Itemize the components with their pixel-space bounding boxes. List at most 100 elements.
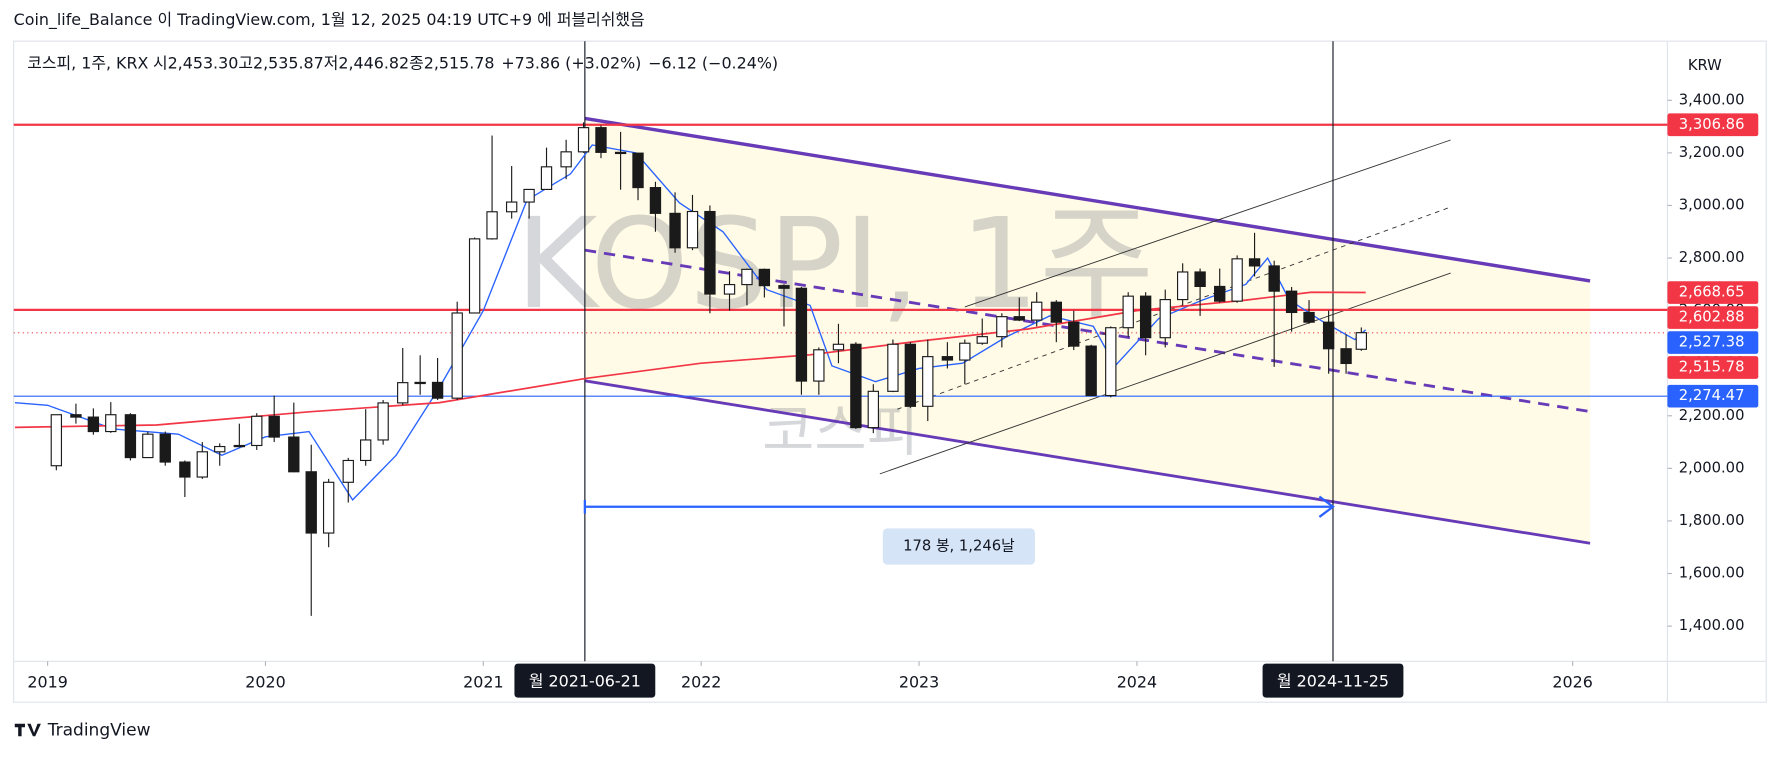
candle-body <box>1031 301 1043 321</box>
price-marker-label: 3,306.86 <box>1679 116 1745 133</box>
watermark: KOSPI, 1주 <box>515 192 1154 337</box>
range-label: 178 봉, 1,246날 <box>903 537 1015 554</box>
price-marker <box>1667 306 1759 329</box>
candle-body <box>887 343 899 392</box>
candle-body <box>704 210 716 295</box>
legend-value: 2,515.78 <box>424 53 495 72</box>
legend-value: 2,535.87 <box>253 53 324 72</box>
candle-body <box>1194 271 1206 288</box>
candle-body <box>305 471 317 534</box>
candle-body <box>577 127 590 153</box>
legend-key: 저 <box>324 53 339 72</box>
candle-body <box>1122 295 1134 329</box>
candle-body <box>268 415 280 438</box>
candle-body <box>813 349 825 382</box>
candle-body <box>377 402 389 441</box>
candle-body <box>1322 321 1335 350</box>
x-tick-label: 2022 <box>681 672 721 691</box>
candle-body <box>1231 258 1243 302</box>
candle-body <box>941 356 954 361</box>
candle-body <box>342 459 354 483</box>
x-tick-label: 2023 <box>899 672 939 691</box>
candle-body <box>867 390 879 429</box>
candle-body <box>179 461 191 478</box>
candle-body <box>142 433 154 459</box>
trend-line <box>584 248 1591 413</box>
legend-value: 2,446.82 <box>338 53 409 72</box>
candle-body <box>1355 332 1367 350</box>
candle-body <box>124 414 137 459</box>
price-marker-label: 2,602.88 <box>1679 309 1745 326</box>
candle-body <box>360 439 372 462</box>
candle-body <box>595 127 607 153</box>
range-label-bg <box>882 528 1036 565</box>
price-marker <box>1667 113 1759 137</box>
candle-body <box>904 343 917 407</box>
candle-body <box>832 343 845 351</box>
candle-body <box>686 210 699 249</box>
candle-body <box>850 343 862 429</box>
price-marker-label: 2,515.78 <box>1679 359 1745 376</box>
trend-line <box>897 206 1451 410</box>
y-tick-label: 2,800.00 <box>1679 249 1745 266</box>
trend-line <box>584 379 1591 545</box>
candle-body <box>723 284 736 295</box>
candle-body <box>468 238 481 314</box>
legend-change: −6.12 (−0.24%) <box>648 53 778 72</box>
legend-key: 종 <box>409 53 424 72</box>
candle-body <box>87 416 100 433</box>
candle-body <box>451 312 463 399</box>
candle-body <box>795 287 808 382</box>
price-marker <box>1667 384 1759 408</box>
legend-value: 2,453.30 <box>168 53 239 72</box>
y-tick-label: 2,200.00 <box>1679 407 1745 424</box>
candle-body <box>1285 290 1298 314</box>
candle-body <box>159 433 171 463</box>
cursor-label: 월 2021-06-21 <box>529 671 641 690</box>
candle-body <box>1248 258 1261 267</box>
candle-body <box>1050 301 1062 323</box>
price-marker <box>1667 281 1759 304</box>
candle-body <box>1139 295 1152 339</box>
y-tick-label: 3,400.00 <box>1679 91 1745 108</box>
cursor-label-bg <box>1262 663 1404 698</box>
x-tick-label: 2021 <box>463 672 503 691</box>
footer: TradingView <box>47 721 151 741</box>
candle-body <box>70 414 82 418</box>
y-tick-label: 1,600.00 <box>1679 565 1745 582</box>
candle-body <box>322 481 335 534</box>
candle-body <box>976 336 988 344</box>
legend-key: 고 <box>238 53 253 72</box>
candle-body <box>288 436 300 473</box>
candle-body <box>105 414 117 433</box>
candle-body <box>669 212 681 249</box>
footer-logo <box>14 723 41 737</box>
candle-body <box>649 187 662 214</box>
candle-body <box>959 342 971 361</box>
candle-body <box>1013 316 1025 321</box>
legend-key: 시 <box>153 53 168 72</box>
price-marker-label: 2,668.65 <box>1679 284 1745 301</box>
candle-body <box>196 451 208 478</box>
price-marker <box>1667 331 1759 354</box>
price-marker-label: 2,527.38 <box>1679 334 1745 351</box>
legend-change: +73.86 (+3.02%) <box>501 53 641 72</box>
candle-body <box>778 285 790 289</box>
candle-body <box>1214 285 1226 302</box>
x-tick-label: 2026 <box>1552 672 1592 691</box>
candle-body <box>50 414 63 467</box>
candle-body <box>397 382 409 404</box>
frame <box>13 40 1767 703</box>
candle-body <box>414 381 426 385</box>
candle-body <box>486 211 498 240</box>
candle-body <box>233 444 246 448</box>
cursor-label: 월 2024-11-25 <box>1277 671 1389 690</box>
moving-average <box>14 291 1366 429</box>
x-tick-label: 2019 <box>27 672 67 691</box>
candle-body <box>1176 271 1189 301</box>
candle-body <box>214 445 226 453</box>
candle-body <box>1340 348 1352 365</box>
candle-body <box>741 268 753 286</box>
